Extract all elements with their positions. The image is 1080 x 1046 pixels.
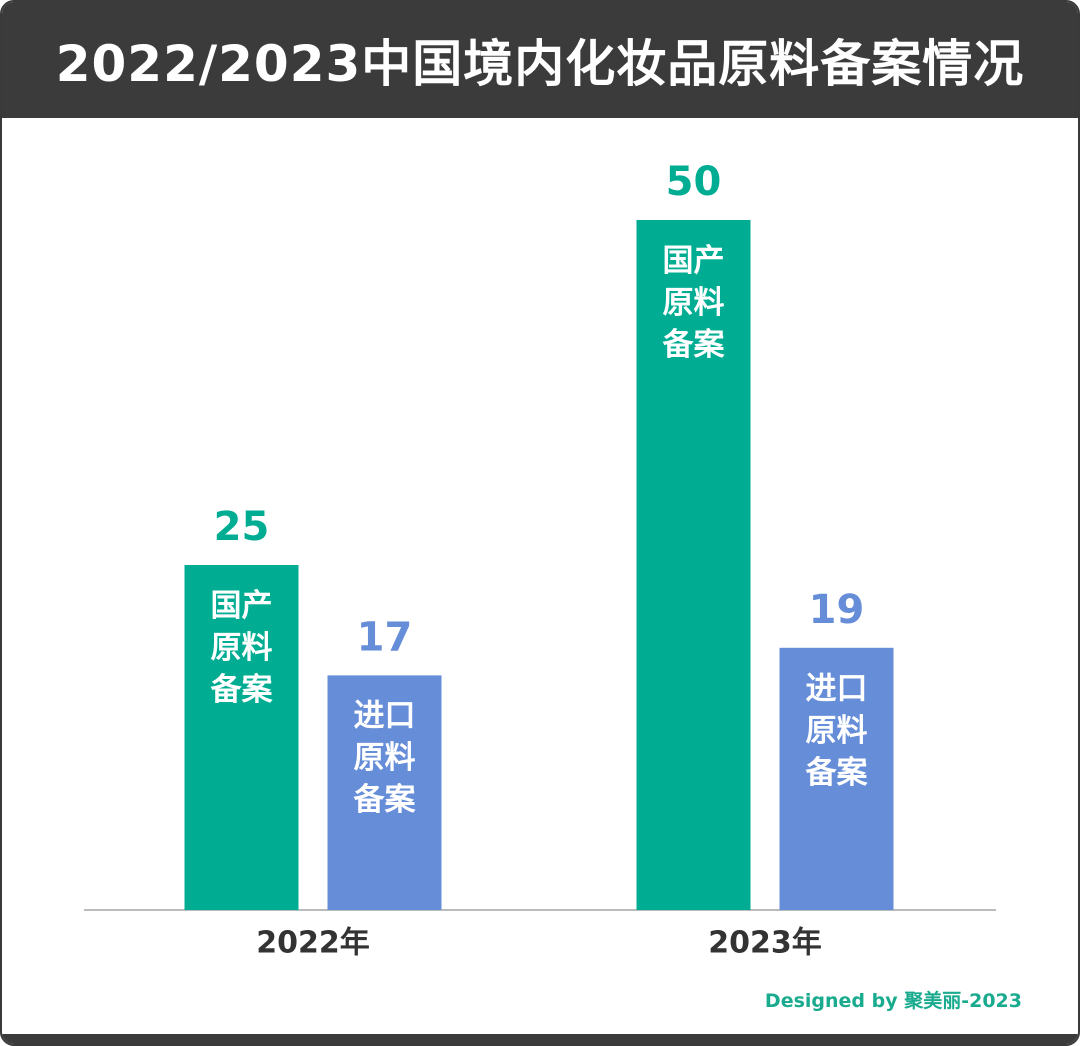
x-tick-label: 2022年 bbox=[256, 926, 370, 961]
bar-series-label: 国产原料备案 bbox=[210, 588, 273, 708]
value-label: 25 bbox=[214, 504, 270, 550]
value-label: 17 bbox=[357, 614, 413, 660]
bar bbox=[327, 675, 442, 910]
bar-series-label: 国产原料备案 bbox=[662, 243, 725, 363]
value-label: 50 bbox=[666, 159, 722, 205]
value-label: 19 bbox=[809, 587, 865, 633]
x-tick-label: 2023年 bbox=[708, 926, 822, 961]
footer: Designed by 聚美丽-2023 bbox=[764, 990, 1022, 1012]
bottom-bar bbox=[2, 1034, 1078, 1044]
bar-series-label: 进口原料备案 bbox=[805, 670, 868, 791]
bar bbox=[636, 220, 751, 910]
bar bbox=[779, 647, 894, 910]
bar bbox=[184, 565, 299, 910]
chart-title: 2022/2023中国境内化妆品原料备案情况 bbox=[2, 2, 1078, 118]
bar-series-label: 进口原料备案 bbox=[353, 698, 416, 819]
